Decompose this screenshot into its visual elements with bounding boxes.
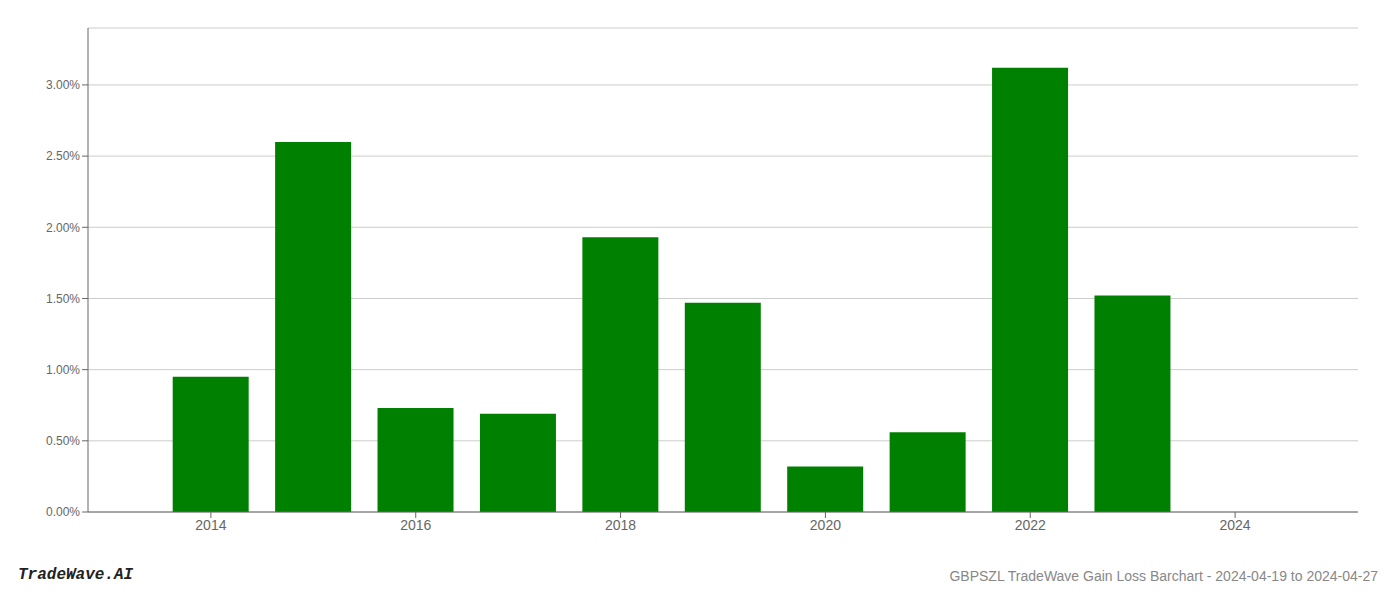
svg-text:2014: 2014 [195,517,226,533]
svg-text:0.50%: 0.50% [46,434,80,448]
svg-text:0.00%: 0.00% [46,505,80,519]
svg-text:2020: 2020 [810,517,841,533]
svg-text:2.00%: 2.00% [46,221,80,235]
svg-text:2016: 2016 [400,517,431,533]
svg-text:2022: 2022 [1015,517,1046,533]
html-text:TradeWave.AI: TradeWave.AI [18,566,134,584]
svg-text:2.50%: 2.50% [46,149,80,163]
html-text:GBPSZL TradeWave Gain Loss Bar: GBPSZL TradeWave Gain Loss Barchart - 20… [949,568,1378,584]
svg-text:3.00%: 3.00% [46,78,80,92]
svg-text:1.50%: 1.50% [46,292,80,306]
svg-text:2024: 2024 [1220,517,1251,533]
svg-text:2018: 2018 [605,517,636,533]
svg-text:1.00%: 1.00% [46,363,80,377]
